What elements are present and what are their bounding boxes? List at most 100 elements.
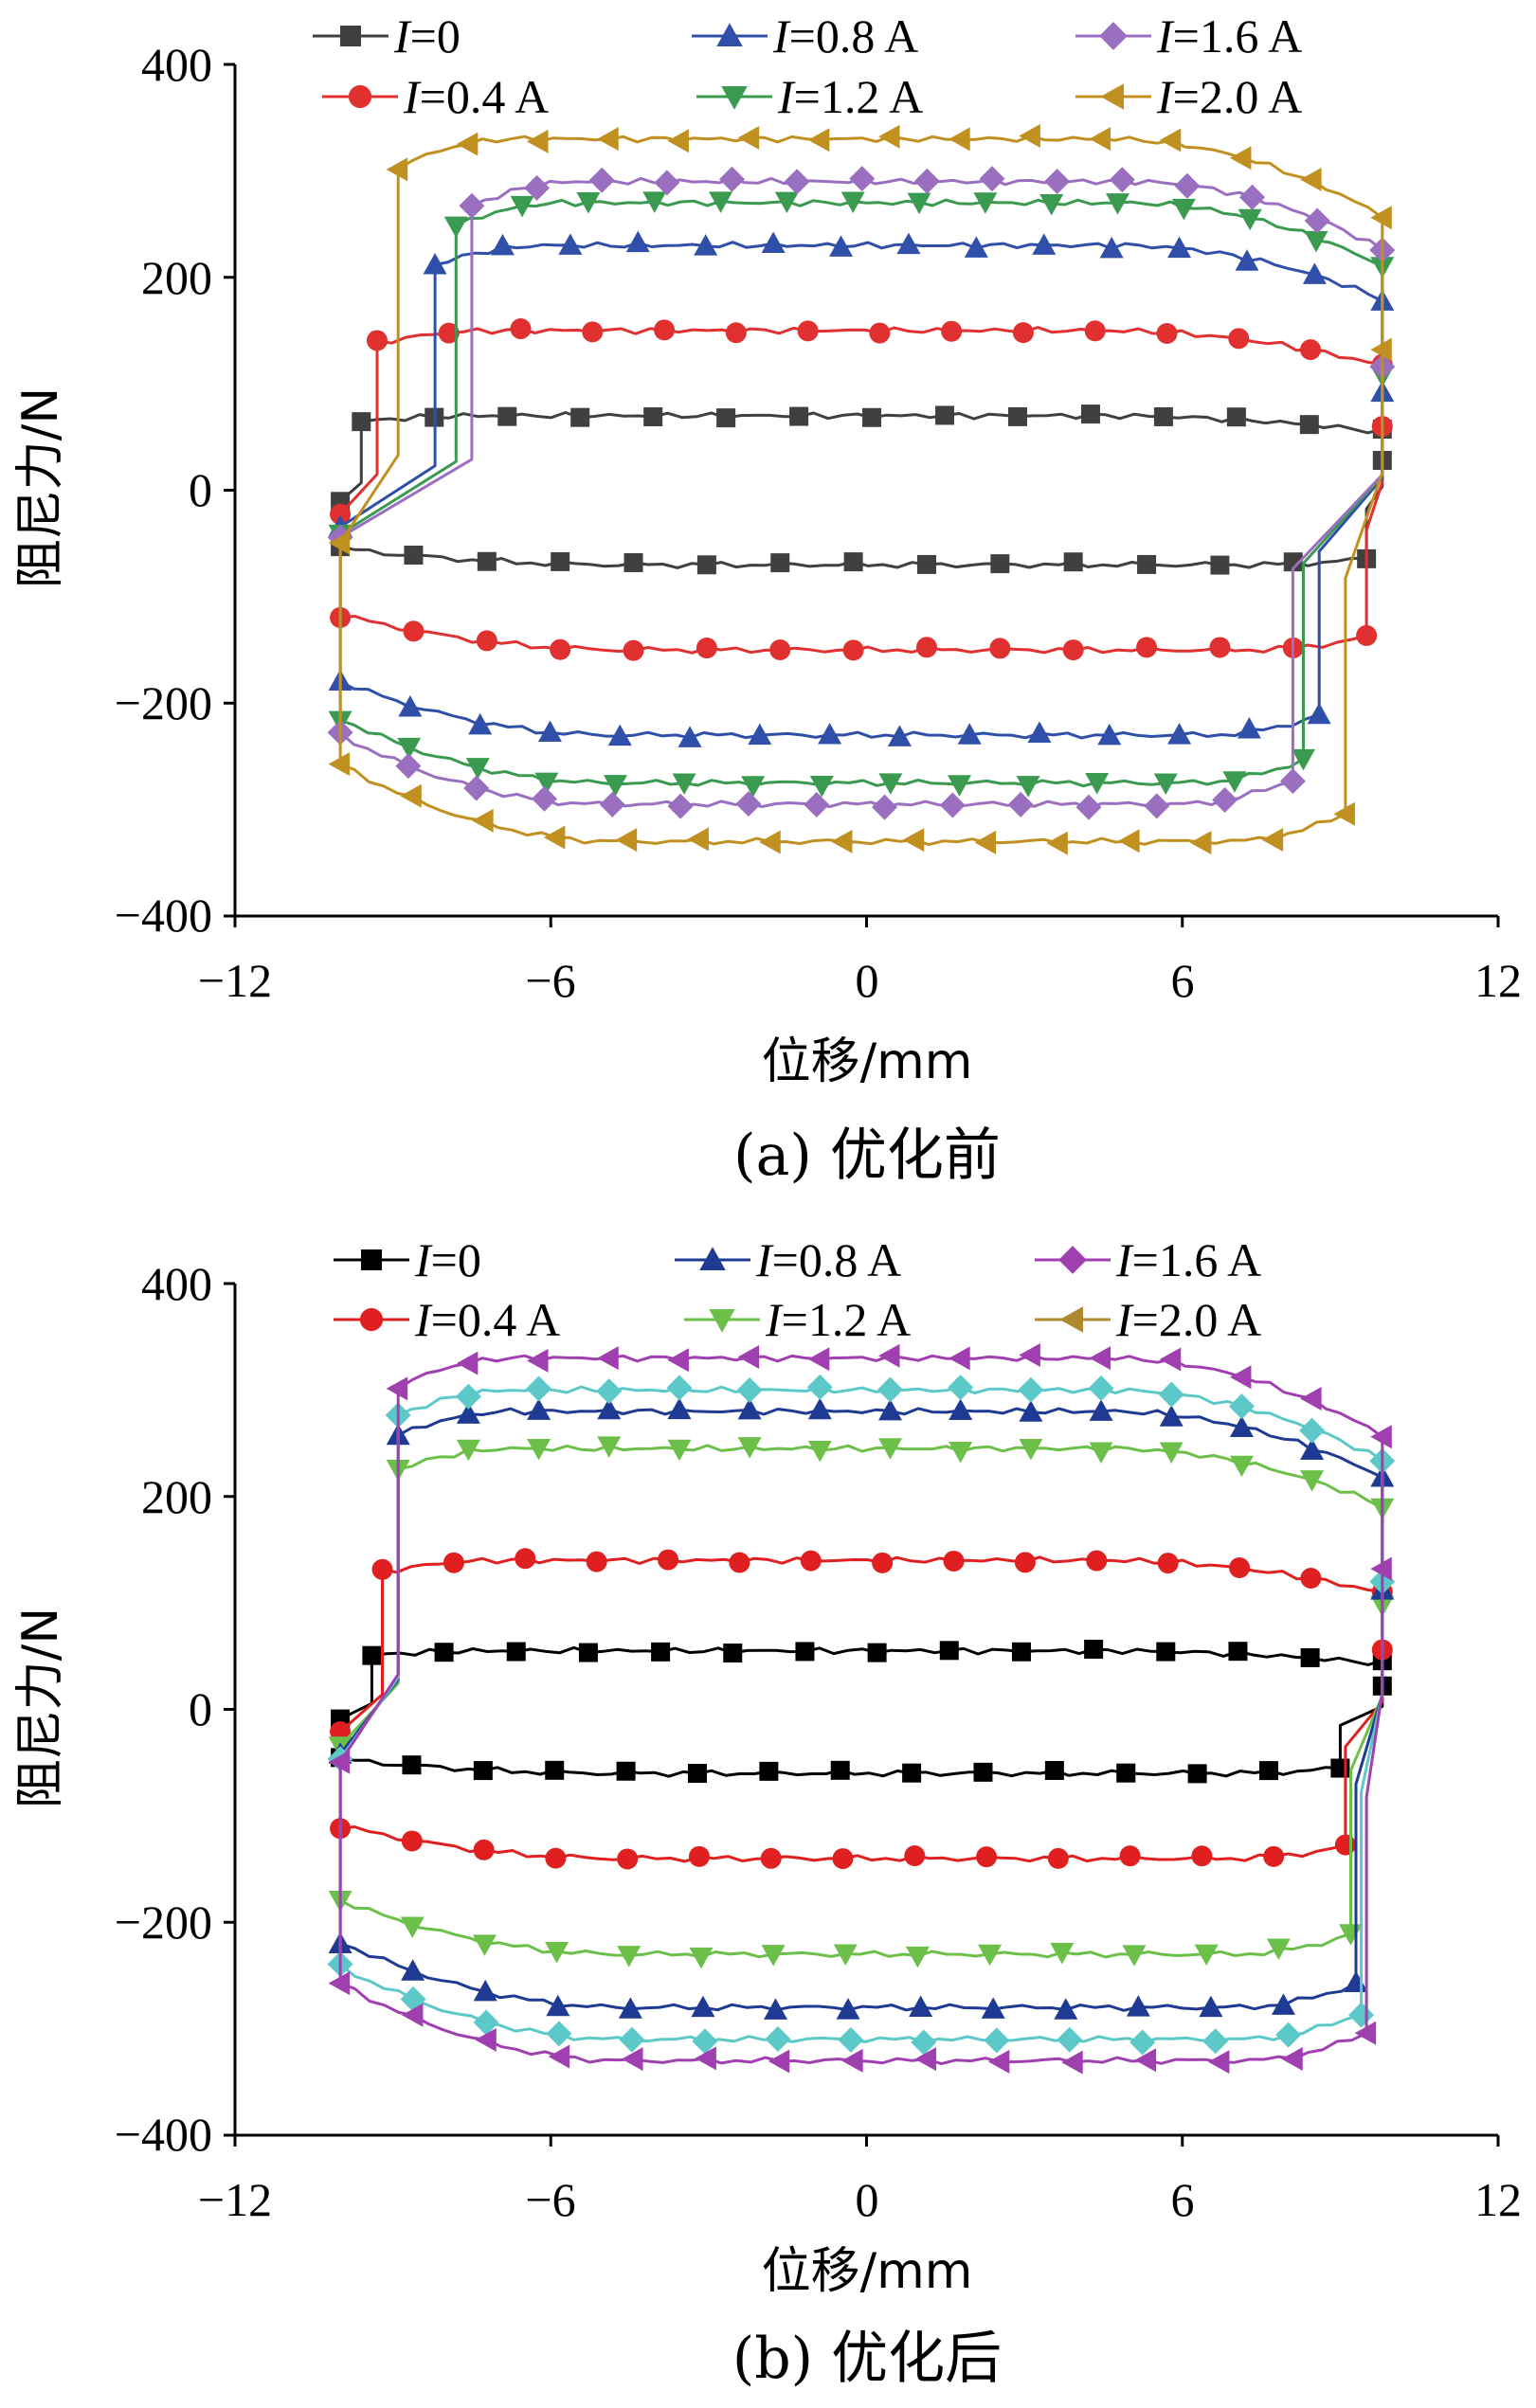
data-point	[1226, 407, 1246, 427]
data-point	[1084, 320, 1106, 342]
data-point	[1229, 146, 1252, 171]
data-point	[524, 174, 551, 201]
data-point	[615, 828, 638, 853]
data-point	[1261, 828, 1284, 853]
y-axis-title: 阻尼力/N	[12, 1608, 69, 1808]
legend: I=0 I=0.8 A I=1.6 A I=0.4 A I=1.2 A I=2.…	[313, 9, 1302, 123]
y-tick-label: 400	[141, 38, 212, 91]
data-point	[510, 318, 532, 340]
data-point	[532, 785, 558, 812]
series-3	[328, 191, 1395, 798]
data-point	[1356, 624, 1378, 646]
data-point	[526, 1375, 552, 1402]
data-point	[1106, 193, 1130, 215]
data-point	[623, 552, 643, 572]
series-line	[338, 1444, 1384, 1959]
data-point	[475, 2027, 497, 2052]
legend-marker	[1099, 22, 1128, 50]
data-point	[877, 124, 900, 149]
data-point	[807, 128, 830, 153]
data-point	[1109, 167, 1135, 193]
data-point	[546, 2021, 572, 2047]
data-point	[607, 724, 632, 746]
legend-marker	[716, 23, 743, 46]
data-point	[1283, 552, 1303, 572]
data-point	[1122, 1945, 1147, 1967]
data-point	[1279, 768, 1306, 795]
data-point	[1228, 328, 1250, 350]
legend-marker	[361, 1249, 382, 1270]
data-point	[434, 1643, 454, 1662]
data-point	[741, 776, 766, 798]
data-point	[949, 1398, 973, 1420]
data-point	[976, 1846, 998, 1868]
data-point	[718, 166, 745, 192]
data-point	[456, 1402, 480, 1424]
data-point	[943, 1550, 965, 1572]
data-point	[770, 553, 790, 573]
legend-label: I=0.4 A	[403, 70, 549, 123]
data-point	[617, 1848, 639, 1870]
data-point	[1057, 2026, 1083, 2053]
x-tick-label: −12	[198, 2173, 272, 2226]
data-point	[807, 1347, 830, 1372]
data-point	[830, 1760, 850, 1780]
data-point	[1299, 1417, 1326, 1444]
data-point	[1159, 1405, 1184, 1427]
data-point	[404, 546, 424, 566]
data-point	[465, 758, 490, 780]
data-point	[1144, 793, 1170, 819]
data-point	[402, 1755, 422, 1775]
data-point	[570, 407, 590, 427]
data-point	[692, 2028, 718, 2055]
data-point	[497, 406, 517, 426]
data-point	[401, 1830, 423, 1852]
data-point	[836, 1998, 860, 2020]
data-point	[1199, 1995, 1223, 2018]
data-point	[1238, 208, 1262, 231]
data-point	[599, 791, 625, 818]
data-point	[723, 1643, 743, 1662]
legend-marker	[1059, 1306, 1083, 1333]
data-point	[1159, 1442, 1184, 1464]
data-point	[667, 1348, 689, 1373]
data-point	[973, 1762, 993, 1782]
axis-ticks	[224, 63, 1500, 927]
data-point	[737, 125, 760, 150]
data-point	[761, 231, 786, 254]
x-tick-label: 6	[1171, 954, 1195, 1007]
data-point	[534, 772, 559, 795]
data-point	[800, 1550, 822, 1572]
data-point	[696, 555, 716, 575]
data-point	[838, 2026, 864, 2053]
data-point	[1118, 829, 1140, 854]
series-line	[338, 326, 1384, 655]
legend-label: I=1.6 A	[1156, 9, 1302, 63]
data-point	[1258, 1761, 1278, 1781]
legend: I=0 I=0.8 A I=1.6 A I=0.4 A I=1.2 A I=2.…	[334, 1233, 1261, 1346]
data-point	[1027, 721, 1052, 743]
legend-label: I=1.6 A	[1115, 1233, 1261, 1286]
legend-label: I=1.2 A	[777, 70, 923, 123]
legend-label: I=0.4 A	[414, 1293, 560, 1346]
series-3	[328, 1397, 1395, 2020]
data-point	[984, 2027, 1010, 2054]
series-2	[328, 1436, 1395, 1969]
data-point	[1011, 1642, 1031, 1662]
data-point	[1063, 552, 1083, 572]
data-point	[769, 639, 791, 661]
series-1	[330, 1548, 1393, 1870]
data-point	[913, 168, 940, 194]
data-point	[759, 830, 781, 854]
data-point	[1300, 339, 1322, 361]
data-point	[1299, 415, 1319, 435]
series-5	[328, 1342, 1392, 2075]
legend-entry: I=1.2 A	[696, 70, 923, 123]
data-point	[1089, 1346, 1111, 1371]
data-point	[818, 723, 842, 745]
series-4	[327, 166, 1396, 820]
data-point	[459, 192, 485, 219]
legend-marker	[340, 26, 361, 46]
data-point	[1044, 1760, 1064, 1780]
plot-area	[224, 1282, 1500, 2147]
